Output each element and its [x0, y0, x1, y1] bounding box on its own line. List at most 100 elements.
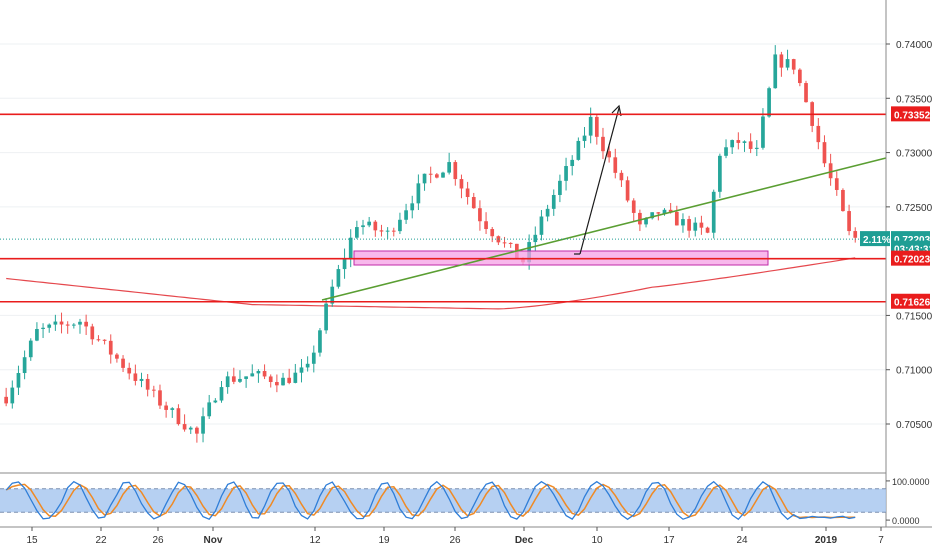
price-label: 0.73352 [891, 106, 931, 122]
candle-body [619, 172, 624, 181]
candle-body [151, 389, 156, 391]
candle [164, 401, 168, 418]
candle [533, 226, 538, 252]
candle [748, 133, 753, 154]
oscillator-axis: 100.0000 0.0000 [886, 477, 930, 526]
candle [90, 323, 95, 345]
candle-body [736, 140, 741, 143]
candle-body [268, 376, 273, 383]
candle-body [121, 358, 125, 368]
candle-body [478, 208, 482, 222]
candle-body [570, 159, 575, 167]
price-tick-label: 0.74000 [896, 40, 932, 51]
candle-body [705, 227, 710, 233]
candle [699, 215, 704, 235]
candle [570, 155, 575, 176]
candle-body [588, 116, 593, 136]
candle-body [422, 173, 427, 184]
candle [84, 314, 88, 336]
candle-body [798, 69, 802, 84]
candle-body [59, 321, 64, 325]
candle-body [158, 390, 162, 406]
candle-body [176, 408, 181, 425]
candle-body [78, 321, 82, 325]
candle-body [305, 363, 310, 368]
candle [822, 135, 827, 168]
candle [151, 385, 156, 398]
price-axis: 0.74000 0.73500 0.73000 0.72500 0.71500 0.710… [886, 40, 932, 431]
candle-body [355, 227, 359, 238]
moving-average-line [6, 257, 856, 310]
candle [435, 172, 439, 179]
candle-body [311, 352, 316, 364]
candle-body [742, 141, 747, 143]
candle-body [348, 237, 353, 259]
candle-body [213, 400, 218, 403]
time-tick-label: 15 [26, 535, 38, 546]
candle [576, 137, 581, 161]
ascending-trendline [321, 157, 887, 301]
candle [238, 370, 242, 383]
candle-body [828, 163, 833, 179]
price-label: 0.72023 [891, 250, 931, 266]
candle-body [391, 230, 396, 232]
candle [613, 148, 618, 179]
candle [558, 174, 562, 203]
candle-body [299, 367, 304, 373]
candle [35, 322, 39, 342]
price-label-box [891, 106, 930, 122]
candle [681, 213, 685, 233]
candle-body [681, 219, 685, 226]
candle-body [336, 269, 341, 287]
candle [182, 414, 187, 432]
price-tick-label: 0.71000 [896, 366, 932, 377]
candle [305, 356, 310, 372]
candle-body [367, 221, 372, 226]
candle-body [4, 396, 8, 404]
candle [441, 171, 445, 178]
candle [816, 118, 821, 150]
time-tick-label: 26 [152, 535, 164, 546]
candle [539, 210, 544, 241]
candle [551, 189, 556, 216]
candle-body [195, 427, 199, 434]
candle [619, 170, 624, 187]
candle-body [318, 330, 322, 353]
main-grid [0, 43, 886, 425]
candle-body [293, 372, 298, 383]
candle [201, 407, 205, 443]
candle-body [471, 197, 476, 209]
candle [478, 200, 482, 231]
candle [96, 335, 101, 342]
price-tick-label: 0.70500 [896, 420, 932, 431]
candle [385, 227, 390, 239]
candle-body [225, 376, 230, 388]
candle-body [416, 183, 421, 204]
candle [453, 160, 458, 186]
candle [767, 86, 771, 118]
candle [287, 368, 292, 385]
candle [601, 127, 605, 160]
candle [139, 372, 144, 388]
candle-body [724, 147, 728, 156]
candle-body [65, 324, 70, 326]
candle [47, 323, 52, 333]
candle-body [773, 54, 778, 89]
candle [834, 171, 839, 196]
candle-body [219, 387, 224, 401]
candle-body [594, 116, 599, 137]
candle-body [342, 258, 347, 270]
candle-body [576, 140, 581, 160]
stochastic-d-line [5, 483, 856, 519]
candle [736, 132, 741, 150]
candle [256, 369, 261, 383]
candle [299, 359, 304, 383]
candle-body [127, 367, 132, 374]
candle-body [324, 303, 328, 331]
price-label: 0.71626 [891, 293, 931, 309]
candle-body [139, 378, 144, 381]
candle [59, 312, 64, 334]
candle-body [16, 373, 21, 388]
